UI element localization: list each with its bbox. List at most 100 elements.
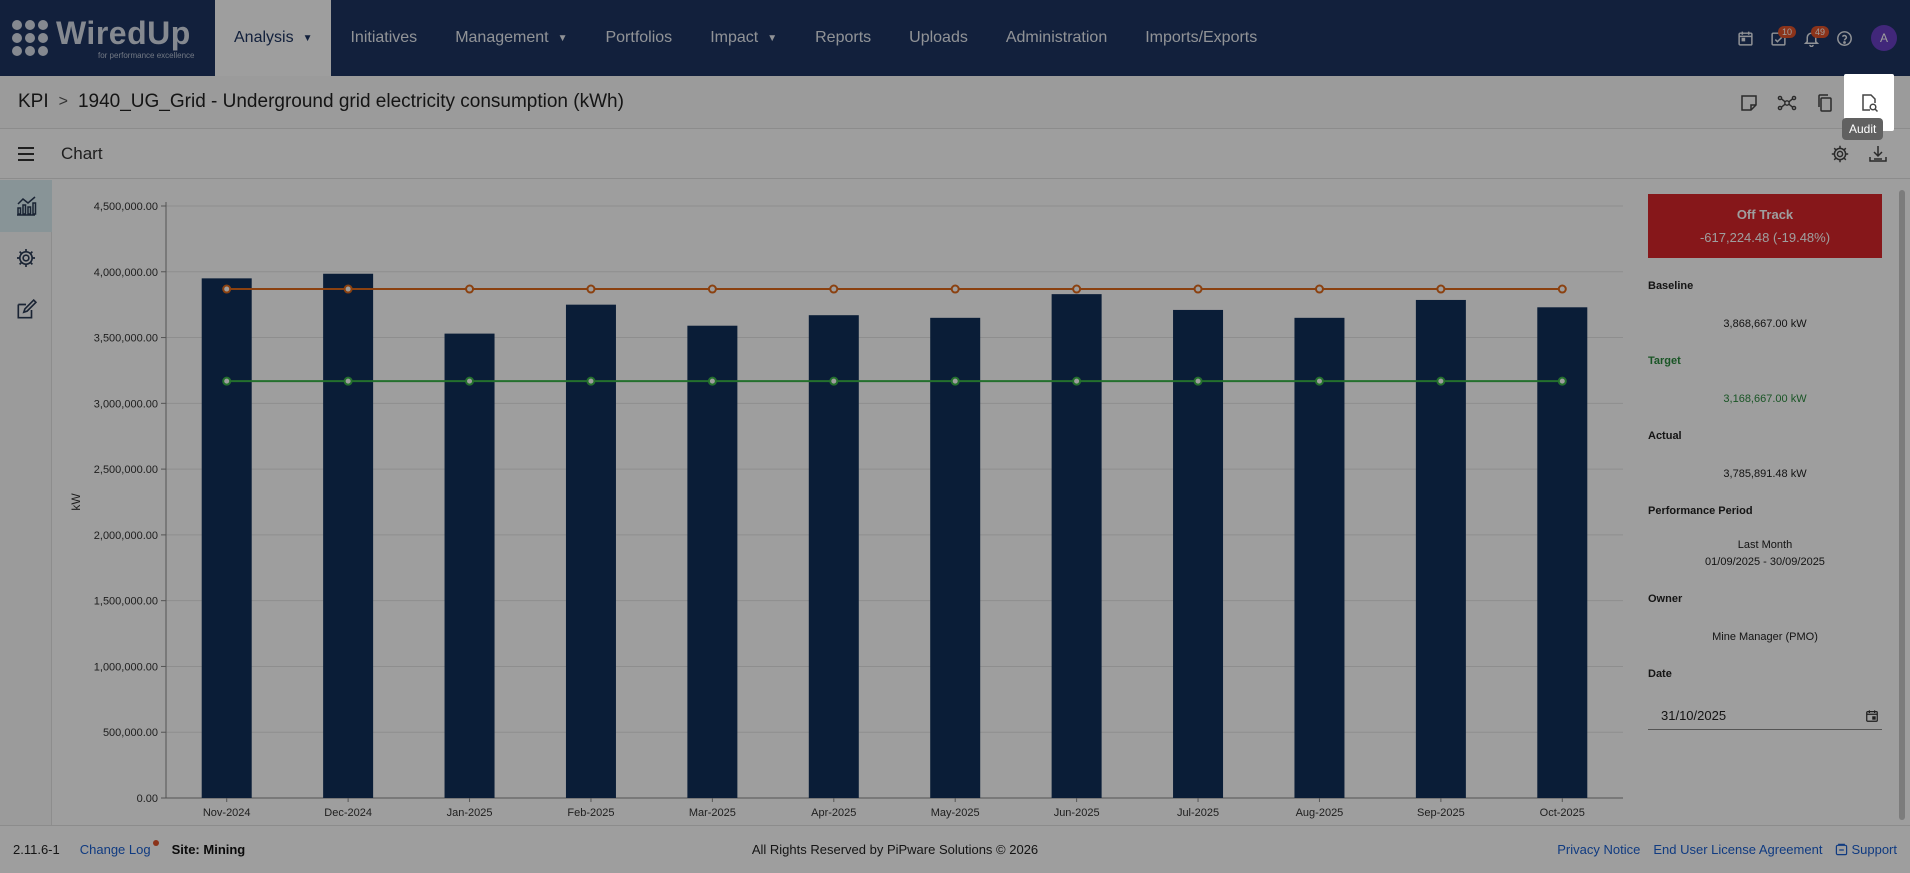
chart-panel-title: Chart xyxy=(61,143,103,163)
chart-icon[interactable] xyxy=(0,180,52,232)
series-point[interactable] xyxy=(950,284,960,294)
series-point[interactable] xyxy=(1072,376,1082,386)
date-field[interactable]: 31/10/2025 xyxy=(1648,702,1882,730)
series-point[interactable] xyxy=(222,376,232,386)
x-tick-label: Sep-2025 xyxy=(1417,807,1465,819)
bar[interactable] xyxy=(1537,307,1588,798)
nav-item-initiatives[interactable]: Initiatives xyxy=(331,0,436,76)
series-point[interactable] xyxy=(465,284,475,294)
bar[interactable] xyxy=(687,325,738,798)
bar[interactable] xyxy=(444,333,495,798)
support-icon xyxy=(1836,843,1848,856)
avatar[interactable]: A xyxy=(1871,25,1897,51)
series-point[interactable] xyxy=(829,284,839,294)
settings-icon[interactable] xyxy=(0,232,52,284)
bar[interactable] xyxy=(323,273,374,798)
y-tick-label: 4,500,000.00 xyxy=(94,201,158,213)
nav-item-reports[interactable]: Reports xyxy=(796,0,890,76)
series-point[interactable] xyxy=(707,284,717,294)
nav-label: Imports/Exports xyxy=(1145,29,1258,46)
bell-icon[interactable]: 49 xyxy=(1795,22,1830,55)
page-title: 1940_UG_Grid - Underground grid electric… xyxy=(77,91,624,112)
series-point[interactable] xyxy=(465,376,475,386)
nav-item-portfolios[interactable]: Portfolios xyxy=(586,0,691,76)
series-point[interactable] xyxy=(222,284,232,294)
logo-tagline: for performance excellence xyxy=(98,50,195,60)
change-log-label: Change Log xyxy=(79,842,151,857)
site-label: Site: Mining xyxy=(171,842,246,857)
copy-icon[interactable] xyxy=(1806,84,1844,122)
series-point[interactable] xyxy=(1314,376,1324,386)
nav-item-impact[interactable]: Impact ▼ xyxy=(691,0,796,76)
nav-label: Management xyxy=(455,29,549,46)
download-icon[interactable] xyxy=(1859,135,1897,173)
bar-line-chart: 0.00 500,000.00 1,000,000.00 1,500,000.00 2,… xyxy=(69,201,1623,819)
eula-link[interactable]: End User License Agreement xyxy=(1653,842,1823,857)
help-icon[interactable] xyxy=(1828,22,1861,55)
bar[interactable] xyxy=(1051,294,1102,798)
version-label: 2.11.6-1 xyxy=(13,842,60,857)
date-label: Date xyxy=(1648,668,1672,680)
x-tick-label: Dec-2024 xyxy=(324,807,372,819)
x-tick-label: May-2025 xyxy=(931,807,980,819)
bar[interactable] xyxy=(1294,317,1345,798)
target-label: Target xyxy=(1648,355,1681,367)
y-tick-label: 4,000,000.00 xyxy=(94,267,158,279)
y-axis-label: kW xyxy=(69,493,83,511)
series-point[interactable] xyxy=(343,284,353,294)
calendar-icon[interactable] xyxy=(1729,22,1762,55)
series-point[interactable] xyxy=(1436,376,1446,386)
edit-icon[interactable] xyxy=(0,284,52,336)
calendar-icon[interactable] xyxy=(1865,709,1879,723)
series-point[interactable] xyxy=(1193,376,1203,386)
support-link[interactable]: Support xyxy=(1851,842,1897,857)
y-tick-label: 500,000.00 xyxy=(103,727,158,739)
series-point[interactable] xyxy=(586,376,596,386)
series-point[interactable] xyxy=(1436,284,1446,294)
breadcrumb-root[interactable]: KPI xyxy=(18,91,49,112)
bar[interactable] xyxy=(1415,299,1466,798)
nav-label: Analysis xyxy=(234,29,294,46)
settings-icon[interactable] xyxy=(1821,135,1859,173)
bar[interactable] xyxy=(201,278,252,798)
performance-period-label: Performance Period xyxy=(1648,505,1753,517)
bar[interactable] xyxy=(808,315,859,798)
series-point[interactable] xyxy=(829,376,839,386)
series-point[interactable] xyxy=(343,376,353,386)
task-check-icon[interactable]: 10 xyxy=(1762,22,1797,55)
series-point[interactable] xyxy=(1314,284,1324,294)
logo-title: WiredUp xyxy=(56,14,191,51)
x-tick-label: Apr-2025 xyxy=(811,807,856,819)
wiredup-logo[interactable]: WiredUp for performance excellence xyxy=(0,0,215,76)
bar[interactable] xyxy=(1173,309,1224,798)
nav-item-uploads[interactable]: Uploads xyxy=(890,0,987,76)
series-point[interactable] xyxy=(1072,284,1082,294)
copyright-text: All Rights Reserved by PiPware Solutions… xyxy=(751,842,1039,857)
series-point[interactable] xyxy=(1557,284,1567,294)
y-tick-label: 3,000,000.00 xyxy=(94,398,158,410)
scrollbar[interactable] xyxy=(1899,190,1905,820)
y-tick-label: 1,000,000.00 xyxy=(94,661,158,673)
performance-period-name: Last Month xyxy=(1737,539,1793,551)
privacy-notice-link[interactable]: Privacy Notice xyxy=(1557,842,1641,857)
nav-item-imports-exports[interactable]: Imports/Exports xyxy=(1126,0,1276,76)
series-point[interactable] xyxy=(1557,376,1567,386)
nav-item-administration[interactable]: Administration xyxy=(987,0,1126,76)
network-icon[interactable] xyxy=(1768,84,1806,122)
status-badge: Off Track -617,224.48 (-19.48%) xyxy=(1648,194,1882,258)
series-point[interactable] xyxy=(950,376,960,386)
chart-toolbar: Chart xyxy=(0,129,1910,179)
nav-item-analysis[interactable]: Analysis ▼ xyxy=(215,0,332,76)
series-point[interactable] xyxy=(586,284,596,294)
series-point[interactable] xyxy=(1193,284,1203,294)
y-tick-label: 3,500,000.00 xyxy=(94,333,158,345)
note-icon[interactable] xyxy=(1730,84,1768,122)
series-point[interactable] xyxy=(707,376,717,386)
change-log-link[interactable]: Change Log xyxy=(79,840,159,857)
bar[interactable] xyxy=(565,304,616,798)
nav-item-management[interactable]: Management ▼ xyxy=(436,0,586,76)
hamburger-menu-icon[interactable] xyxy=(0,146,52,162)
actual-label: Actual xyxy=(1648,430,1682,442)
x-tick-label: Mar-2025 xyxy=(689,807,736,819)
bar[interactable] xyxy=(930,317,981,798)
